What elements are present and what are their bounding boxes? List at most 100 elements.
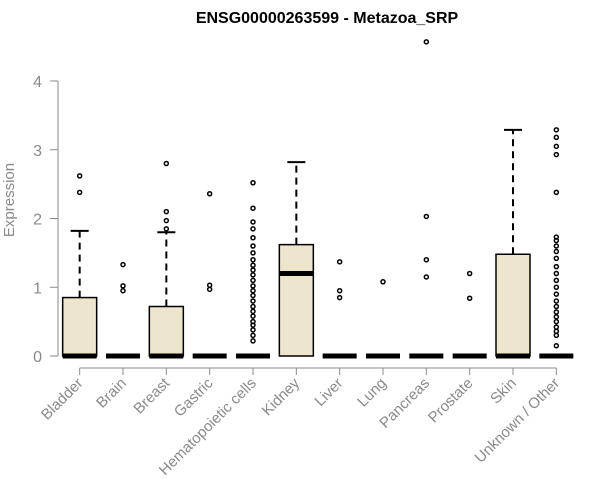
outlier-point: [553, 318, 560, 325]
outlier-point: [553, 303, 560, 310]
outlier-point: [553, 314, 560, 320]
outlier-point: [250, 332, 256, 339]
x-tick-label: Breast: [130, 374, 173, 417]
outlier-point: [553, 127, 560, 133]
outlier-point: [553, 243, 560, 249]
box-skin: [495, 128, 531, 359]
outlier-point: [76, 173, 83, 179]
outlier-point: [250, 338, 256, 344]
outlier-point: [553, 270, 560, 277]
outlier-point: [250, 272, 256, 278]
x-tick-label: Bladder: [38, 375, 87, 424]
outlier-point: [423, 39, 430, 45]
y-axis: 0 1 2 3 4: [33, 74, 59, 366]
outlier-point: [250, 267, 256, 273]
outlier-point: [553, 342, 560, 349]
outlier-point: [553, 277, 560, 284]
outlier-point: [553, 298, 560, 304]
box-body: [148, 305, 185, 357]
outlier-point: [120, 287, 126, 294]
outlier-point: [423, 257, 430, 263]
outlier-point: [553, 234, 560, 240]
box-body: [278, 243, 315, 357]
outlier-point: [250, 250, 256, 256]
outlier-point: [553, 134, 560, 141]
x-tick-label: Liver: [311, 375, 346, 410]
box-body: [61, 296, 98, 357]
y-tick-label: 2: [33, 212, 42, 229]
outlier-point: [206, 191, 213, 197]
outlier-point: [163, 160, 170, 167]
outlier-point: [336, 259, 343, 265]
outlier-point: [250, 313, 256, 319]
y-axis-label: Expression: [1, 163, 18, 237]
outlier-point: [423, 274, 430, 280]
outlier-point: [553, 151, 560, 158]
outlier-point: [250, 287, 256, 294]
outlier-point: [250, 327, 256, 333]
outlier-point: [120, 261, 126, 268]
box-hematopoietic-cells: [236, 180, 270, 359]
box-pancreas: [409, 39, 444, 359]
x-tick-label: Lung: [354, 375, 390, 411]
outlier-point: [466, 270, 473, 277]
box-bladder: [61, 173, 98, 359]
outlier-point: [380, 279, 386, 285]
y-tick-label: 1: [33, 280, 42, 297]
outlier-point: [466, 295, 473, 301]
y-tick-label: 4: [33, 74, 42, 91]
outlier-point: [250, 292, 256, 299]
outlier-point: [250, 180, 256, 186]
outlier-point: [250, 262, 256, 268]
outlier-point: [553, 189, 560, 196]
outlier-point: [553, 263, 560, 270]
box-prostate: [452, 270, 487, 359]
box-breast: [148, 160, 185, 359]
outlier-point: [250, 257, 256, 263]
outlier-point: [250, 318, 256, 325]
box-gastric: [192, 191, 227, 359]
box-unknown-other: [539, 127, 574, 359]
outlier-point: [163, 208, 170, 215]
box-liver: [322, 259, 357, 359]
outlier-point: [163, 226, 170, 232]
outlier-point: [553, 309, 560, 315]
outlier-point: [250, 303, 256, 310]
outlier-point: [336, 294, 343, 301]
outlier-point: [250, 277, 256, 284]
x-tick-label: Brain: [93, 375, 130, 412]
y-tick-label: 0: [33, 349, 42, 366]
outlier-point: [250, 243, 256, 249]
box-body: [495, 253, 531, 357]
outlier-point: [553, 143, 560, 150]
outlier-point: [76, 189, 83, 196]
box-lung: [366, 279, 400, 359]
outlier-point: [163, 217, 170, 224]
outlier-point: [250, 235, 256, 241]
box-series: [61, 39, 574, 359]
outlier-point: [250, 226, 256, 232]
outlier-point: [250, 219, 256, 225]
outlier-point: [336, 287, 343, 294]
outlier-point: [250, 298, 256, 304]
outlier-point: [423, 213, 430, 220]
outlier-point: [553, 291, 560, 297]
outlier-point: [553, 324, 560, 330]
x-tick-label: Prostate: [425, 375, 477, 427]
y-tick-label: 3: [33, 143, 42, 160]
box-brain: [106, 261, 140, 359]
x-tick-label: Kidney: [259, 374, 304, 419]
outlier-point: [553, 255, 560, 262]
chart-title: ENSG00000263599 - Metazoa_SRP: [196, 10, 459, 27]
outlier-point: [250, 308, 256, 315]
x-tick-label: Skin: [487, 375, 520, 408]
outlier-point: [250, 283, 256, 289]
outlier-point: [206, 282, 213, 288]
outlier-point: [553, 248, 560, 255]
box-kidney: [278, 161, 315, 357]
outlier-point: [553, 284, 560, 290]
outlier-point: [120, 283, 126, 289]
outlier-point: [250, 205, 256, 211]
